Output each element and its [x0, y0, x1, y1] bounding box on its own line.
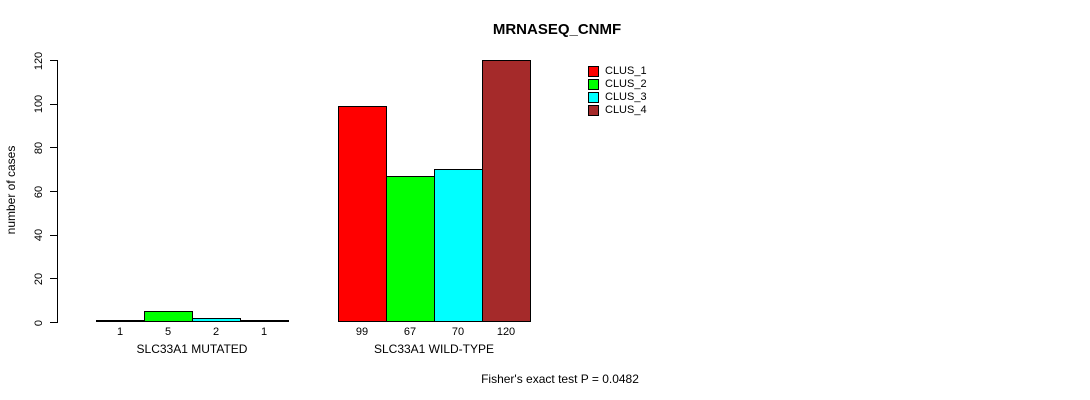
bar-clus_4: [482, 60, 531, 322]
y-tick: [50, 234, 57, 236]
bar-clus_3: [434, 169, 483, 322]
bar-value-label: 70: [451, 326, 465, 338]
footnote-pvalue: Fisher's exact test P = 0.0482: [481, 372, 639, 386]
y-tick-label: 100: [33, 94, 45, 114]
legend-swatch-clus_2: [588, 79, 599, 90]
y-axis-label: number of cases: [4, 145, 18, 235]
legend-swatch-clus_3: [588, 92, 599, 103]
y-tick: [50, 103, 57, 105]
legend-row: CLUS_4: [588, 104, 647, 117]
legend-label: CLUS_2: [605, 78, 647, 90]
bar-clus_3: [192, 318, 241, 322]
bar-clus_2: [144, 311, 193, 322]
bar-value-label: 1: [260, 326, 268, 338]
legend-row: CLUS_3: [588, 91, 647, 104]
y-tick: [50, 147, 57, 149]
y-tick-label: 0: [33, 319, 45, 326]
y-tick-label: 40: [33, 229, 45, 242]
bar-value-label: 5: [164, 326, 172, 338]
y-tick-label: 80: [33, 141, 45, 154]
bar-value-label: 99: [355, 326, 369, 338]
y-axis-spine: [57, 60, 58, 323]
legend-row: CLUS_2: [588, 78, 647, 91]
bar-clus_1: [96, 320, 145, 322]
bar-value-label: 2: [212, 326, 220, 338]
x-group-label: SLC33A1 WILD-TYPE: [373, 342, 495, 356]
legend-label: CLUS_4: [605, 104, 647, 116]
bar-clus_2: [386, 176, 435, 322]
y-tick: [50, 60, 57, 61]
y-tick-label: 20: [33, 272, 45, 285]
y-tick: [50, 322, 57, 323]
legend-label: CLUS_1: [605, 65, 647, 77]
bar-clus_4: [240, 320, 289, 322]
bar-value-label: 1: [116, 326, 124, 338]
legend-swatch-clus_1: [588, 66, 599, 77]
legend: CLUS_1 CLUS_2 CLUS_3 CLUS_4: [588, 65, 647, 117]
bar-clus_1: [338, 106, 387, 322]
y-tick: [50, 278, 57, 280]
x-group-label: SLC33A1 MUTATED: [136, 342, 248, 356]
bar-value-label: 120: [496, 326, 516, 338]
legend-row: CLUS_1: [588, 65, 647, 78]
legend-label: CLUS_3: [605, 91, 647, 103]
y-tick-label: 120: [33, 51, 45, 70]
bar-value-label: 67: [403, 326, 417, 338]
y-tick-label: 60: [33, 185, 45, 198]
y-tick: [50, 191, 57, 192]
chart-title: MRNASEQ_CNMF: [492, 21, 622, 38]
legend-swatch-clus_4: [588, 105, 599, 116]
